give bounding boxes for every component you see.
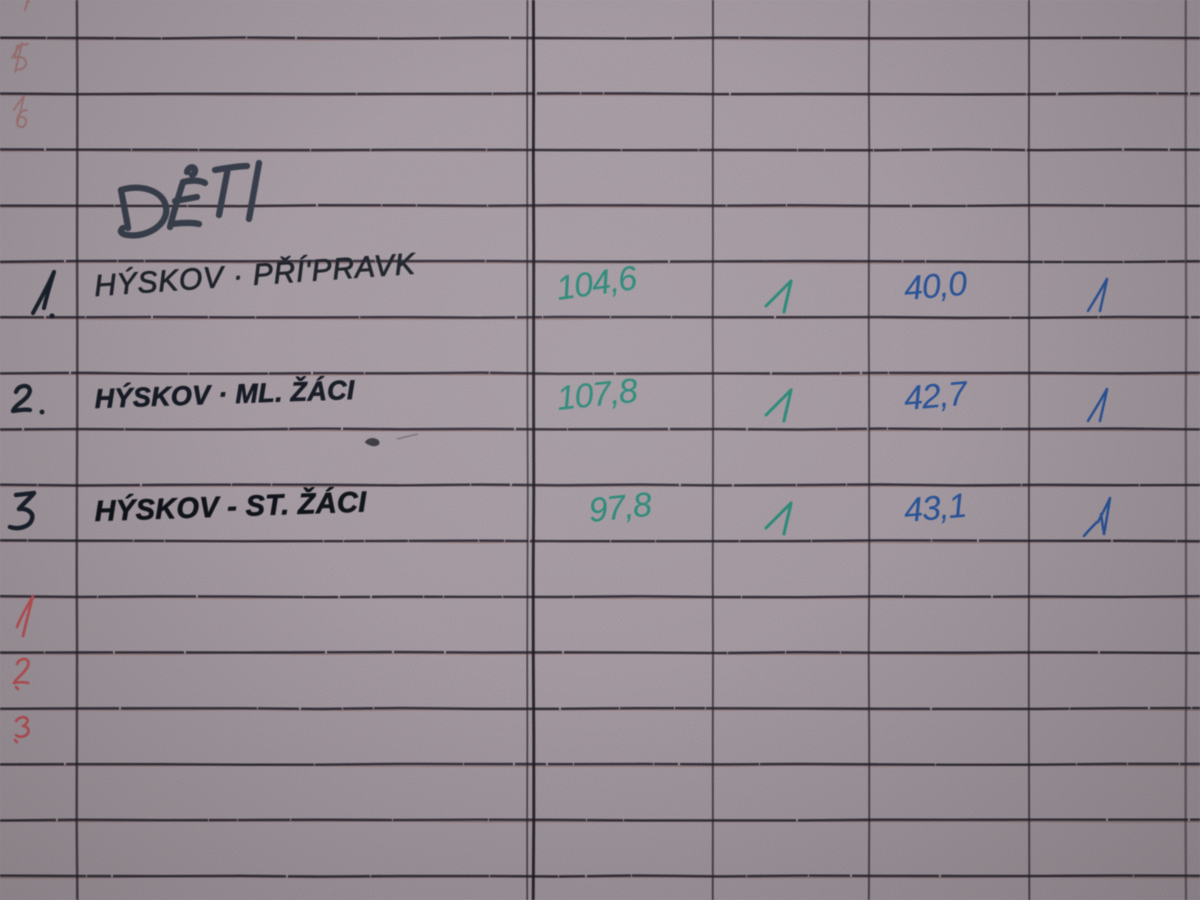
svg-text:43,1: 43,1	[902, 487, 967, 530]
svg-text:97,8: 97,8	[587, 486, 654, 530]
svg-text:42,7: 42,7	[902, 375, 969, 418]
svg-text:40,0: 40,0	[902, 265, 968, 308]
